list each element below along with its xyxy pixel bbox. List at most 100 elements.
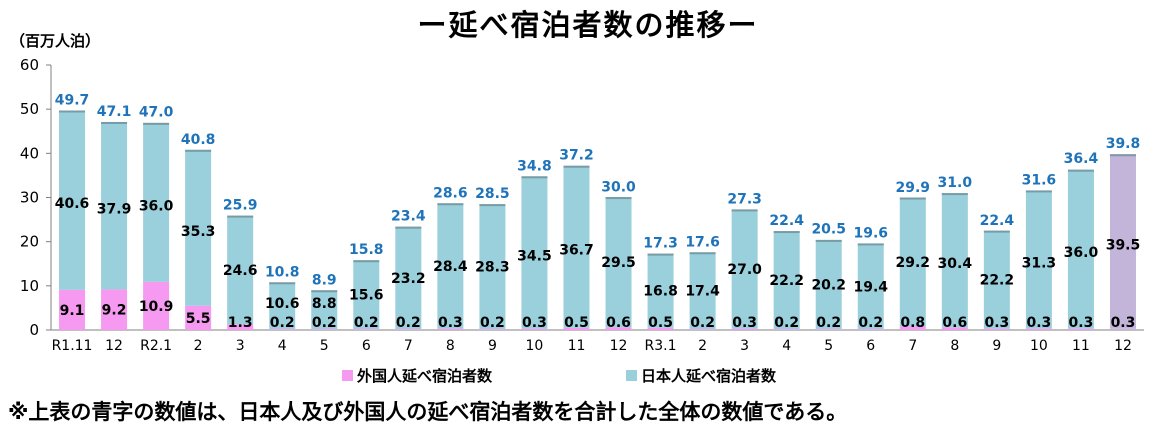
legend-swatch-japanese [626, 370, 637, 381]
bar-top-edge [731, 209, 758, 212]
x-tick-label: 12 [610, 338, 628, 354]
bar-foreign [395, 329, 422, 330]
foreign-value-label: 0.2 [312, 315, 337, 331]
x-tick-label: 7 [404, 338, 413, 354]
total-value-label: 23.4 [391, 209, 426, 225]
foreign-value-label: 0.3 [1069, 315, 1094, 331]
bar-japanese [59, 110, 86, 290]
bar-top-edge [1025, 190, 1052, 193]
bar-foreign [815, 329, 842, 330]
total-value-label: 28.6 [433, 186, 468, 202]
x-tick-label: 3 [236, 338, 245, 354]
total-value-label: 25.9 [223, 198, 258, 214]
japanese-value-label: 10.6 [265, 296, 300, 312]
japanese-value-label: 23.2 [391, 271, 426, 287]
foreign-value-label: 0.2 [480, 315, 505, 331]
bar-foreign [563, 327, 590, 330]
bar-japanese [983, 230, 1010, 329]
bar-foreign [857, 329, 884, 330]
japanese-value-label: 16.8 [643, 284, 678, 300]
bar-top-edge [395, 226, 422, 229]
bar-japanese [185, 149, 212, 306]
bar-foreign [521, 328, 548, 330]
bar-japanese [941, 193, 968, 328]
bar-japanese [1025, 190, 1052, 329]
japanese-value-label: 28.4 [433, 259, 468, 275]
bar-foreign [227, 324, 254, 330]
total-value-label: 36.4 [1064, 151, 1099, 167]
bar-foreign [941, 327, 968, 330]
bar-foreign [101, 289, 128, 330]
y-tick-label: 50 [20, 100, 39, 118]
bar-japanese [437, 203, 464, 329]
bar-top-edge [815, 239, 842, 242]
x-tick-label: 6 [866, 338, 875, 354]
bar-foreign [899, 326, 926, 330]
japanese-value-label: 22.2 [980, 273, 1015, 289]
total-value-label: 47.0 [139, 104, 174, 120]
x-tick-label: 2 [194, 338, 203, 354]
foreign-value-label: 0.6 [606, 315, 631, 331]
bar-top-edge [59, 110, 86, 113]
total-value-label: 47.1 [97, 104, 132, 120]
bar-japanese [1067, 169, 1094, 329]
x-tick-label: 6 [362, 338, 371, 354]
bar-chart: 010203040506049.740.69.1R1.1147.137.99.2… [20, 56, 1144, 385]
total-value-label: 30.0 [601, 180, 636, 196]
x-tick-label: R1.11 [52, 338, 93, 354]
bar-japanese [647, 253, 674, 328]
foreign-value-label: 9.2 [102, 303, 127, 319]
foreign-value-label: 0.6 [942, 315, 967, 331]
bar-foreign [1067, 328, 1094, 330]
x-tick-label: 12 [105, 338, 123, 354]
foreign-value-label: 0.2 [774, 315, 799, 331]
bar-foreign [773, 329, 800, 330]
legend-label-japanese: 日本人延べ宿泊者数 [641, 367, 777, 385]
bar-foreign [1109, 328, 1136, 330]
x-tick-label: 4 [782, 338, 791, 354]
bar-japanese [227, 215, 254, 325]
japanese-value-label: 36.0 [1064, 245, 1099, 261]
foreign-value-label: 0.3 [732, 315, 757, 331]
foreign-value-label: 0.8 [900, 315, 925, 331]
japanese-value-label: 19.4 [853, 279, 888, 295]
bar-japanese [143, 122, 170, 282]
japanese-value-label: 39.5 [1106, 237, 1141, 253]
x-tick-label: 5 [320, 338, 329, 354]
foreign-value-label: 5.5 [186, 311, 211, 327]
bar-top-edge [311, 290, 338, 293]
japanese-value-label: 27.0 [727, 262, 762, 278]
bar-japanese [773, 231, 800, 330]
x-tick-label: 11 [568, 338, 586, 354]
total-value-label: 29.9 [896, 180, 931, 196]
bar-japanese [1109, 154, 1136, 329]
bar-top-edge [773, 231, 800, 234]
total-value-label: 20.5 [811, 221, 846, 237]
foreign-value-label: 0.5 [648, 315, 673, 331]
bar-top-edge [899, 197, 926, 200]
bar-foreign [689, 329, 716, 330]
bar-japanese [353, 260, 380, 330]
total-value-label: 49.7 [55, 92, 90, 108]
x-tick-label: 4 [278, 338, 287, 354]
bar-top-edge [1109, 154, 1136, 157]
bar-top-edge [353, 260, 380, 263]
japanese-value-label: 20.2 [811, 278, 846, 294]
x-tick-label: 11 [1072, 338, 1090, 354]
bar-top-edge [101, 121, 128, 124]
x-tick-label: 3 [740, 338, 749, 354]
y-tick-label: 20 [20, 233, 39, 251]
bar-foreign [59, 289, 86, 330]
y-tick-label: 10 [20, 277, 39, 295]
bar-japanese [395, 226, 422, 330]
y-tick-label: 40 [20, 144, 39, 162]
x-tick-label: 2 [698, 338, 707, 354]
bar-top-edge [1067, 169, 1094, 172]
japanese-value-label: 8.8 [312, 296, 337, 312]
foreign-value-label: 0.3 [438, 315, 463, 331]
x-tick-label: 7 [908, 338, 917, 354]
total-value-label: 31.0 [938, 175, 973, 191]
total-value-label: 40.8 [181, 132, 216, 148]
y-axis-unit-label: （百万人泊） [10, 32, 101, 50]
total-value-label: 27.3 [727, 191, 762, 207]
